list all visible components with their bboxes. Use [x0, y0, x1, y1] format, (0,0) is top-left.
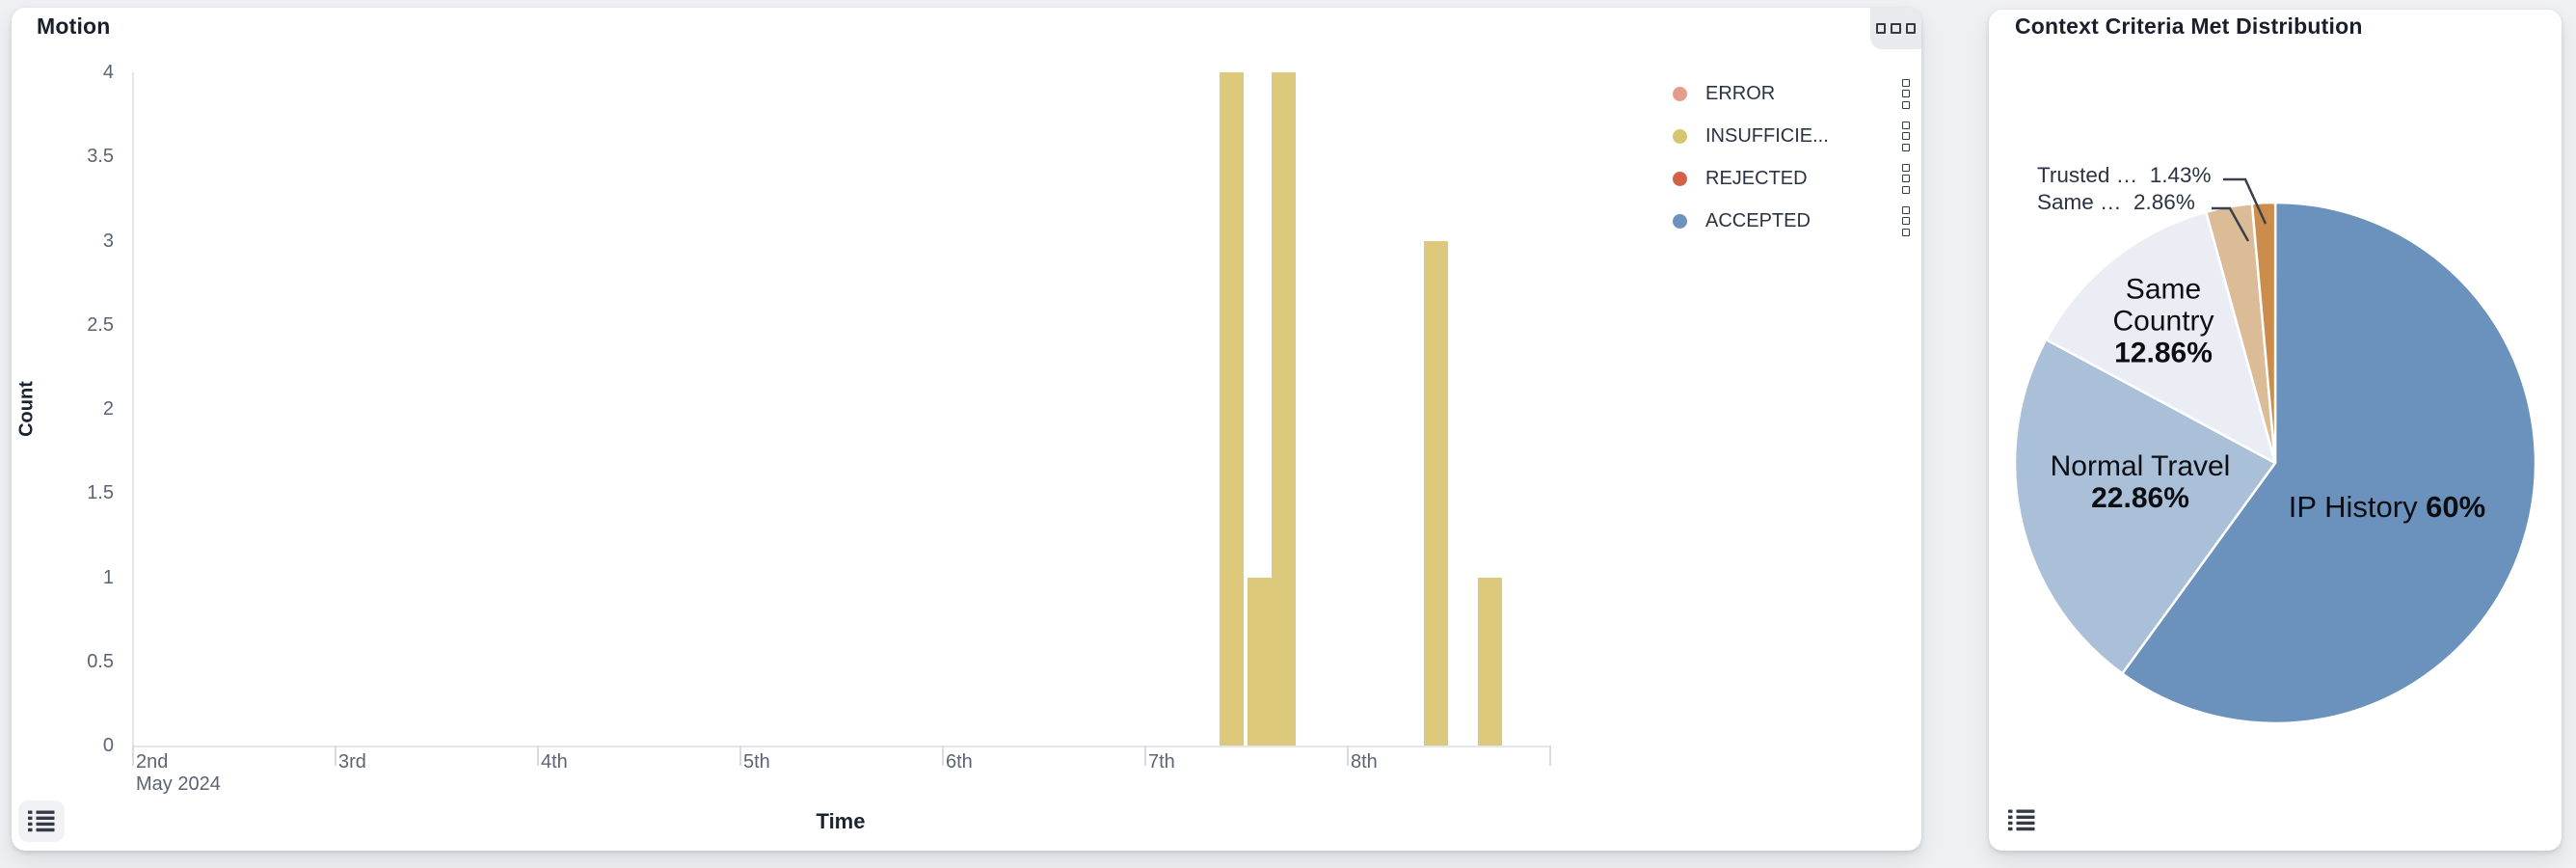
pie-callout-labels: Trusted … 1.43% Same … 2.86% [2037, 162, 2212, 216]
handle-square [1902, 121, 1910, 129]
x-tick-label: 2nd [136, 751, 169, 773]
callout-leader-line [2212, 206, 2250, 242]
pie-slice-label: IP History 60% [2288, 490, 2486, 524]
x-tick-label: 8th [1351, 751, 1378, 773]
handle-square [1902, 100, 1910, 109]
x-tick-label: 3rd [338, 751, 366, 773]
three-squares-icon [1905, 23, 1916, 34]
pie-slice-label: Same Country 12.86% [2112, 273, 2214, 369]
handle-square [1902, 163, 1910, 172]
y-tick-label: 2.5 [87, 313, 114, 336]
y-tick-label: 0.5 [87, 650, 114, 672]
y-tick-label: 1 [102, 566, 114, 588]
legend-toggle-button[interactable] [2001, 800, 2042, 839]
handle-square [1902, 90, 1910, 97]
pie-slice-normal-travel[interactable] [2013, 338, 2277, 675]
pie-panel-title: Context Criteria Met Distribution [2015, 14, 2363, 39]
x-tick-mark [942, 746, 944, 766]
legend-item-error[interactable]: ERROR [1673, 72, 1912, 115]
bar-chart-plot-area[interactable] [132, 72, 1551, 747]
pie-chart[interactable] [1989, 10, 2562, 851]
x-tick-mark [1347, 746, 1349, 766]
pie-panel: Context Criteria Met Distribution IP His… [1989, 10, 2562, 851]
list-icon [2008, 809, 2035, 830]
panel-options-button[interactable] [1870, 8, 1921, 49]
x-tick-mark [537, 746, 539, 766]
bar-INSUFFICIE...[interactable] [1220, 72, 1244, 746]
x-tick-mark [1549, 746, 1551, 766]
handle-square [1902, 228, 1910, 236]
drag-handle-icon[interactable] [1900, 120, 1912, 153]
handle-square [1902, 175, 1910, 182]
legend-item-label: INSUFFICIE... [1705, 124, 1829, 147]
legend-color-dot [1673, 171, 1687, 186]
chart-legend: ERROR INSUFFICIE... REJECTED ACCEPTED [1673, 72, 1912, 242]
bar-INSUFFICIE...[interactable] [1477, 577, 1502, 746]
drag-handle-icon[interactable] [1900, 162, 1912, 196]
handle-square [1902, 143, 1910, 151]
bar-INSUFFICIE...[interactable] [1272, 72, 1297, 746]
legend-item-label: ERROR [1705, 82, 1776, 104]
motion-panel-title: Motion [37, 14, 111, 39]
drag-handle-icon[interactable] [1900, 204, 1912, 238]
pie-slice-label: Normal Travel 22.86% [2050, 450, 2231, 514]
pie-slice-trusted[interactable] [2250, 201, 2277, 465]
pie-slice-same-country[interactable] [2045, 210, 2277, 465]
handle-square [1902, 132, 1910, 140]
y-tick-label: 1.5 [87, 482, 114, 504]
motion-panel: Motion Count 0 0.5 1 1.5 2 2.5 3 3.5 4 2nd May 20… [12, 8, 1921, 851]
x-tick-sublabel: May 2024 [136, 773, 221, 795]
legend-item-label: ACCEPTED [1705, 209, 1811, 231]
y-tick-label: 2 [102, 398, 114, 420]
three-squares-icon [1876, 23, 1887, 34]
y-tick-label: 3.5 [87, 146, 114, 168]
list-icon [28, 810, 55, 832]
x-tick-label: 6th [946, 751, 973, 773]
legend-color-dot [1673, 128, 1687, 144]
y-tick-label: 0 [102, 735, 114, 756]
pie-slice-ip-history[interactable] [2121, 201, 2537, 725]
y-tick-label: 4 [102, 62, 114, 83]
x-tick-mark [1144, 746, 1146, 766]
drag-handle-icon[interactable] [1900, 77, 1912, 111]
three-squares-icon [1891, 23, 1901, 34]
x-tick-mark [335, 746, 336, 766]
x-tick-mark [739, 746, 741, 766]
pie-callout-label: Trusted … 1.43% [2037, 163, 2212, 187]
callout-leader-line [2223, 177, 2267, 225]
legend-item-accepted[interactable]: ACCEPTED [1673, 200, 1912, 242]
handle-square [1902, 185, 1910, 194]
x-tick-mark [132, 746, 134, 766]
handle-square [1902, 205, 1910, 214]
y-tick-label: 3 [102, 230, 114, 252]
handle-square [1902, 217, 1910, 225]
legend-item-label: REJECTED [1705, 167, 1808, 189]
legend-item-rejected[interactable]: REJECTED [1673, 157, 1912, 200]
legend-color-dot [1673, 213, 1687, 229]
x-tick-label: 5th [743, 751, 770, 773]
x-tick-label: 4th [541, 751, 568, 773]
bar-INSUFFICIE...[interactable] [1248, 577, 1273, 746]
legend-item-insufficie[interactable]: INSUFFICIE... [1673, 115, 1912, 157]
legend-color-dot [1673, 86, 1687, 101]
x-tick-label: 7th [1148, 751, 1175, 773]
bar-INSUFFICIE...[interactable] [1423, 240, 1448, 746]
pie-callout-label: Same … 2.86% [2037, 190, 2195, 214]
x-axis-title: Time [816, 809, 866, 833]
legend-toggle-button[interactable] [18, 800, 65, 842]
handle-square [1902, 78, 1910, 87]
